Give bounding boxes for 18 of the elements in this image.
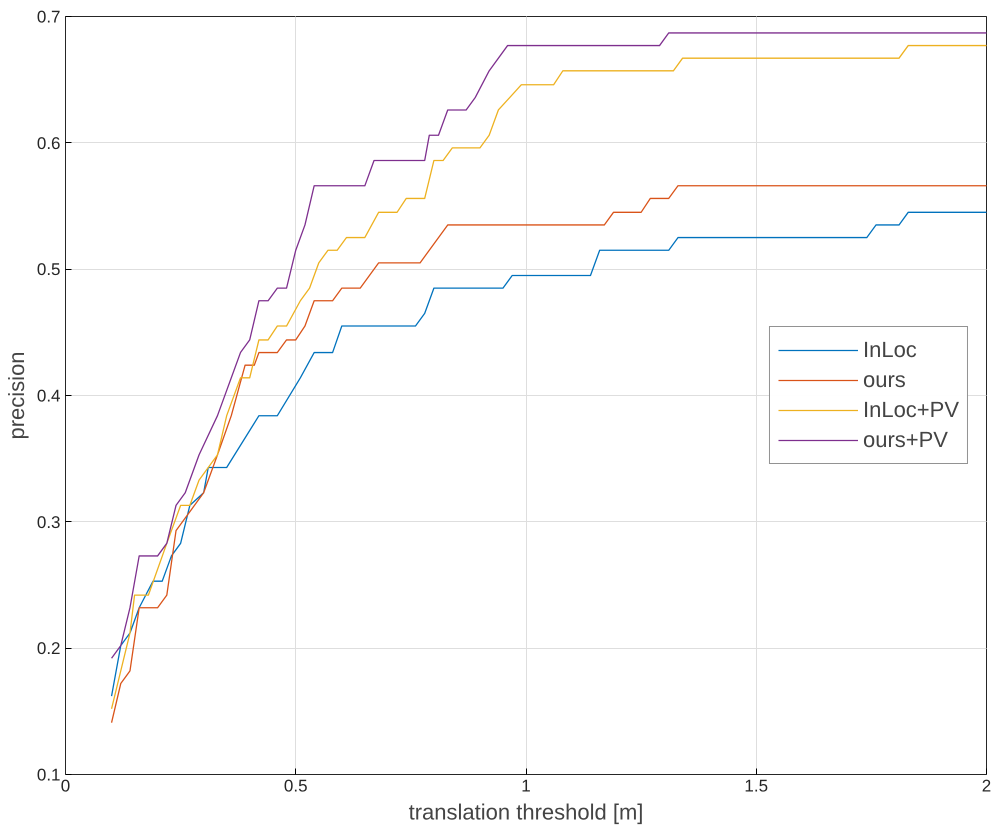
legend-label: InLoc+PV xyxy=(862,396,959,424)
x-axis-title: translation threshold [m] xyxy=(408,800,644,824)
legend-label: ours+PV xyxy=(862,426,948,454)
y-tick-label: 0.3 xyxy=(36,512,61,532)
y-tick-label: 0.1 xyxy=(36,766,61,784)
y-tick-label: 0.2 xyxy=(36,639,61,658)
y-axis-title: precision xyxy=(4,351,29,440)
x-tick-label: 0 xyxy=(60,776,70,796)
y-tick-label: 0.5 xyxy=(36,260,61,280)
y-tick-label: 0.6 xyxy=(36,134,61,153)
y-tick-label: 0.4 xyxy=(36,386,61,406)
legend-label: InLoc xyxy=(862,336,917,364)
y-tick-label: 0.7 xyxy=(36,8,61,26)
x-tick-label: 2 xyxy=(982,776,992,796)
x-tick-label: 1.5 xyxy=(744,776,768,796)
legend-label: ours xyxy=(862,366,906,394)
x-tick-label: 1 xyxy=(521,776,531,796)
x-tick-label: 0.5 xyxy=(284,776,308,796)
